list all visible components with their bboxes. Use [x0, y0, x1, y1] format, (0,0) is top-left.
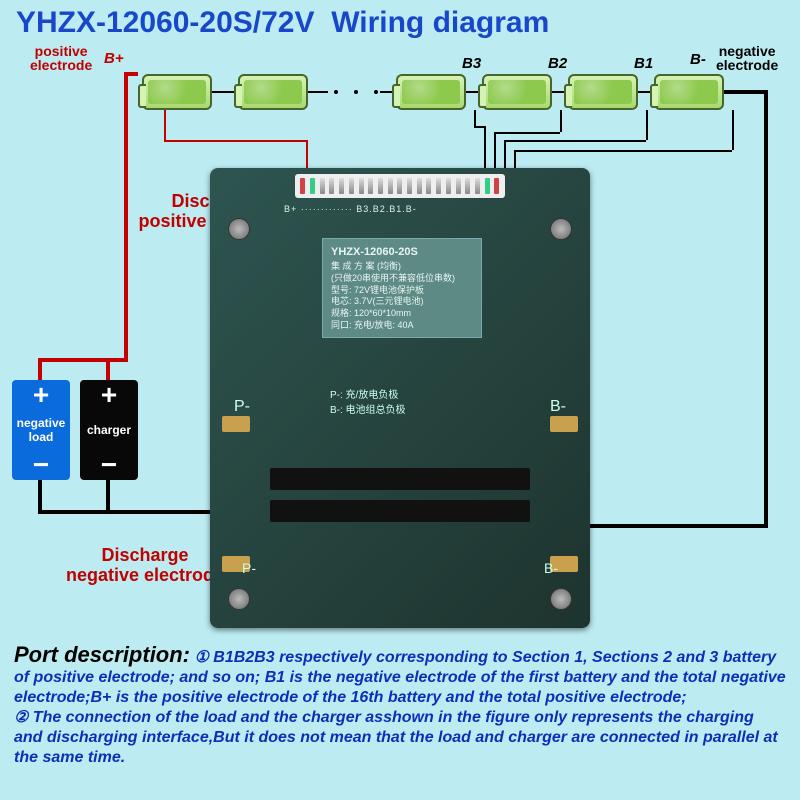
solder-pad [550, 416, 578, 432]
board-note-b: B-: 电池组总负极 [330, 403, 406, 418]
label-bplus: B+ [104, 50, 124, 67]
wire-thin [514, 150, 516, 168]
load-box: + negativeload − [12, 380, 70, 480]
wire [466, 91, 478, 93]
port-text-2: ② The connection of the load and the cha… [14, 709, 778, 766]
charger-label: charger [87, 423, 131, 437]
screw-icon [550, 588, 572, 610]
board-b-minus-bottom: B- [544, 560, 558, 576]
board-line: 集 成 方 案 (均衡) [331, 261, 473, 273]
screw-icon [228, 218, 250, 240]
wire [212, 91, 234, 93]
wire [308, 91, 328, 93]
wire-thin [504, 140, 506, 168]
wire-thin [732, 110, 734, 150]
page-title: YHZX-12060-20S/72V Wiring diagram [16, 6, 549, 40]
minus-icon: − [33, 454, 49, 476]
wire-thin [560, 110, 562, 132]
port-heading: Port description: [14, 642, 190, 667]
board-textplate: YHZX-12060-20S 集 成 方 案 (均衡) (只做20串使用不兼容低… [322, 238, 482, 338]
board-line: 规格: 120*60*10mm [331, 308, 473, 320]
board-line: 同口: 充电/放电: 40A [331, 320, 473, 332]
wire-thin [504, 140, 646, 142]
battery-cell [482, 74, 552, 110]
wire-thin [474, 126, 484, 128]
board-notes: P-: 充/放电负极 B-: 电池组总负极 [330, 388, 406, 418]
wire-thin [484, 126, 486, 168]
screw-icon [550, 218, 572, 240]
plus-icon: + [101, 384, 117, 406]
minus-icon: − [101, 454, 117, 476]
wire-black [38, 480, 42, 512]
wire-thin-red [164, 140, 308, 142]
label-b3: B3 [462, 55, 481, 72]
solder-pad [222, 416, 250, 432]
wire-thin [646, 110, 648, 140]
board-b-minus: B- [550, 398, 566, 416]
board-line: 电芯: 3.7V(三元锂电池) [331, 296, 473, 308]
label-negative-electrode: negativeelectrode [716, 44, 778, 72]
battery-cell [568, 74, 638, 110]
wire [552, 91, 564, 93]
battery-cell [238, 74, 308, 110]
balance-connector [295, 174, 505, 198]
wire-black [572, 524, 768, 528]
ellipsis-icon [354, 90, 358, 94]
ellipsis-icon [374, 90, 378, 94]
battery-cell [142, 74, 212, 110]
screw-icon [228, 588, 250, 610]
wire-black [106, 480, 110, 512]
ellipsis-icon [334, 90, 338, 94]
board-line: 型号: 72V锂电池保护板 [331, 285, 473, 297]
wire [380, 91, 392, 93]
battery-cell [654, 74, 724, 110]
wire-thin [494, 132, 560, 134]
plus-icon: + [33, 384, 49, 406]
label-bminus: B- [690, 51, 706, 68]
board-p-minus-bottom: P- [242, 560, 256, 576]
port-description: Port description: ① B1B2B3 respectively … [14, 642, 786, 768]
wire-thin-red [306, 140, 308, 168]
board-p-minus: P- [234, 398, 250, 416]
board-line: (只做20串使用不兼容低位串数) [331, 273, 473, 285]
wire-thin-red [164, 110, 166, 140]
battery-cell [396, 74, 466, 110]
wire-red [124, 72, 128, 362]
title-model: YHZX-12060-20S/72V [16, 6, 315, 39]
wire-thin [514, 150, 732, 152]
label-b1: B1 [634, 55, 653, 72]
wire [638, 91, 650, 93]
pin-labels: B+ ············· B3.B2.B1.B- [284, 204, 417, 214]
board-note-p: P-: 充/放电负极 [330, 388, 406, 403]
load-label: negativeload [17, 416, 66, 444]
wire-black [38, 510, 232, 514]
wire-thin [474, 110, 476, 126]
label-discharge-negative: Dischargenegative electrode [60, 546, 230, 586]
wire-red [38, 358, 128, 362]
bms-board: B+ ············· B3.B2.B1.B- YHZX-12060-… [210, 168, 590, 628]
chip-icon [270, 468, 530, 490]
chip-icon [270, 500, 530, 522]
wire-thin [494, 132, 496, 168]
label-positive-electrode: positiveelectrode [30, 44, 92, 72]
wire-black [764, 90, 768, 528]
board-model: YHZX-12060-20S [331, 245, 473, 259]
charger-box: + charger − [80, 380, 138, 480]
title-text: Wiring diagram [331, 6, 549, 39]
wire-red [124, 72, 138, 76]
wire-black [724, 90, 766, 94]
label-b2: B2 [548, 55, 567, 72]
